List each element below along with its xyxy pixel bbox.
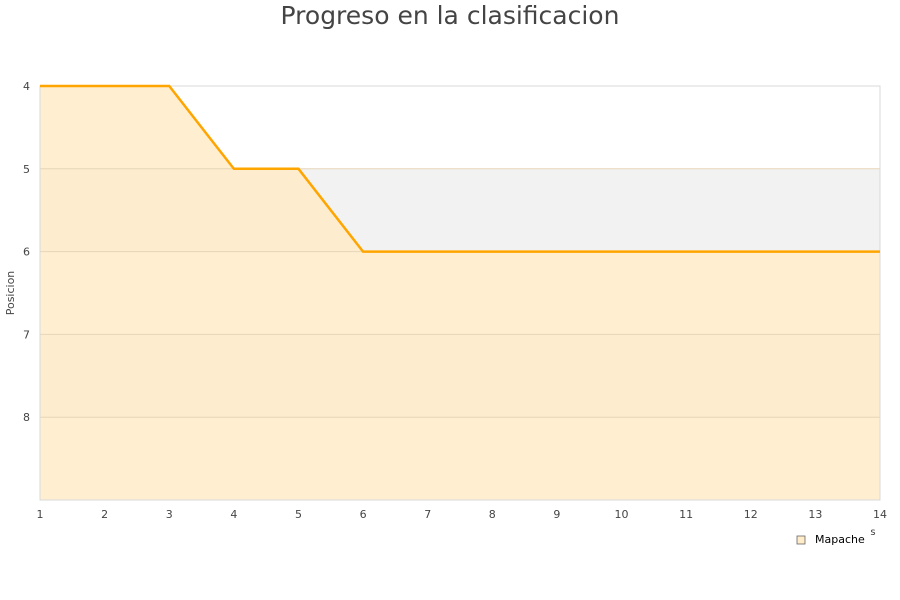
legend-swatch [796, 535, 806, 545]
y-tick-label: 5 [23, 163, 30, 176]
series-area [40, 86, 880, 500]
y-tick-label: 6 [23, 246, 30, 259]
y-axis-label: Posicion [4, 271, 17, 316]
x-tick-label: 14 [873, 508, 887, 521]
x-tick-label: 4 [230, 508, 237, 521]
chart-title: Progreso en la clasificacion [280, 1, 620, 30]
y-tick-label: 7 [23, 328, 30, 341]
series-line [40, 84, 880, 253]
x-tick-label: 9 [553, 508, 560, 521]
x-tick-label: 12 [744, 508, 758, 521]
x-axis-label: s [870, 527, 875, 538]
y-tick-label: 4 [23, 80, 30, 93]
x-tick-label: 11 [679, 508, 693, 521]
x-tick-label: 13 [808, 508, 822, 521]
x-tick-label: 1 [37, 508, 44, 521]
x-tick-label: 7 [424, 508, 431, 521]
plot-border [39, 85, 881, 501]
x-tick-label: 8 [489, 508, 496, 521]
x-tick-label: 10 [615, 508, 629, 521]
x-tick-label: 3 [166, 508, 173, 521]
x-tick-label: 5 [295, 508, 302, 521]
y-tick-label: 8 [23, 411, 30, 424]
x-tick-label: 6 [360, 508, 367, 521]
legend-label: Mapache [815, 533, 865, 546]
x-tick-label: 2 [101, 508, 108, 521]
